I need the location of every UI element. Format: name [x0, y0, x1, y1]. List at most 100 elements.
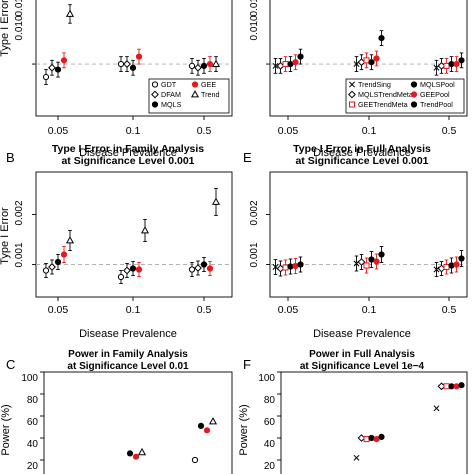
panel-e-ytick-0002: 0.002 — [249, 200, 260, 225]
panel-a-point — [129, 64, 137, 71]
panel-a-legend-marker — [191, 81, 199, 88]
panel-a-legend: GDT GEE DFAM Trend MQLS — [148, 78, 230, 114]
panel-e-title-line1: Type I Error in Full Analysis — [293, 143, 431, 155]
panel-b-xtick-1: 0.1 — [126, 304, 141, 316]
panel-a-frame — [35, 0, 233, 117]
panel-d-ytick-0010: 0.010 — [249, 15, 260, 40]
panel-d-legend-marker — [410, 91, 418, 98]
panel-a-point — [117, 60, 125, 68]
panel-e-point — [363, 262, 370, 269]
panel-f-letter: F — [243, 357, 251, 372]
panel-e-point — [368, 256, 375, 263]
panel-b-xtick-2: 0.5 — [197, 304, 212, 316]
panel-e-point — [287, 263, 294, 270]
panel-b-xtick-0: 0.05 — [48, 304, 69, 316]
panel-e-plot — [266, 171, 468, 301]
panel-b-point — [129, 265, 137, 272]
panel-c: C Power in Family Analysis at Significan… — [0, 349, 189, 472]
panel-f-title-line2: at Significance Level 1e−4 — [300, 361, 425, 372]
panel-a-xtick-2: 0.5 — [197, 125, 212, 137]
panel-e-point — [357, 258, 366, 266]
panel-a-point — [42, 73, 50, 81]
panel-c-frame — [43, 371, 233, 474]
panel-f-point — [368, 434, 375, 442]
panel-a-legend-marker — [151, 90, 159, 99]
panel-d-point — [282, 61, 289, 68]
panel-a-legend-label: GEE — [201, 80, 216, 89]
panel-b-plot — [32, 171, 233, 301]
panel-a-ytick-0010: 0.010 — [14, 15, 25, 40]
chart-marks — [32, 0, 468, 474]
panel-f-frame — [280, 371, 468, 474]
panel-d-x-label: Disease Prevalence — [313, 147, 411, 159]
panel-a-xtick-1: 0.1 — [126, 125, 141, 137]
panel-a-x-label: Disease Prevalence — [79, 147, 177, 159]
panel-b: B Type I Error in Family Analysis at Sig… — [0, 143, 211, 340]
panel-d-point — [453, 60, 460, 68]
panel-f-title-line1: Power in Full Analysis — [309, 349, 415, 360]
panel-e-xtick-1: 0.1 — [362, 304, 377, 316]
panel-d-legend-label: GEEPool — [420, 90, 450, 99]
panel-c-ytick-100: 100 — [21, 373, 38, 384]
panel-d-ytick-0015: 0.015 — [249, 0, 260, 17]
panel-f-point — [458, 382, 465, 389]
panel-a-point — [188, 62, 196, 70]
panel-e-xtick-0: 0.05 — [278, 304, 299, 316]
panel-b-title-line1: Type I Error in Family Analysis — [52, 143, 204, 155]
panel-d-point — [368, 59, 375, 66]
panel-f-point — [378, 433, 385, 440]
panel-e-point — [443, 264, 450, 270]
panel-a-ytick-0015: 0.015 — [14, 0, 25, 17]
panel-e-point — [292, 262, 299, 270]
panel-c-ytick-60: 60 — [27, 417, 39, 428]
panel-e-letter: E — [243, 150, 252, 165]
panel-b-point — [211, 197, 221, 205]
panel-f-point — [448, 383, 455, 390]
panel-e-x-label: Disease Prevalence — [313, 328, 411, 340]
panel-d-xtick-1: 0.1 — [362, 125, 377, 137]
panel-d-point — [378, 34, 385, 42]
panel-a: 0.015 0.010 Type I Error 0.05 0.1 0.5 Di… — [0, 0, 230, 159]
panel-a-legend-label: MQLS — [161, 100, 182, 109]
panel-d-legend-label: GEETrendMeta — [358, 100, 408, 109]
panel-f-point — [373, 436, 380, 443]
panel-b-point — [194, 264, 202, 272]
panel-a-legend-marker — [151, 81, 159, 88]
panel-c-letter: C — [6, 357, 15, 372]
panel-a-point — [211, 59, 221, 67]
panel-d-point — [297, 53, 304, 60]
panel-d-point — [292, 59, 299, 66]
panel-c-point — [203, 427, 211, 434]
panel-c-point — [132, 453, 140, 460]
panel-a-point — [206, 60, 214, 68]
panel-d-point — [272, 62, 279, 69]
panel-b-title-line2: at Significance Level 0.001 — [61, 155, 194, 167]
panel-c-point — [191, 456, 199, 464]
panel-d-legend: TrendSing MQLSPool MQLSTrendMeta GEEPool GEE… — [345, 78, 465, 114]
panel-b-point — [65, 236, 75, 244]
panel-d-legend-label: TrendSing — [358, 80, 391, 89]
panel-c-ytick-80: 80 — [27, 395, 39, 406]
panel-f-ytick-20: 20 — [264, 461, 276, 472]
panel-e-point — [272, 264, 279, 270]
panel-f-point — [453, 383, 460, 390]
panel-f: F Power in Full Analysis at Significance… — [238, 349, 425, 472]
panel-d-plot — [266, 0, 468, 120]
panel-f-point — [433, 405, 440, 412]
panel-b-point — [123, 266, 131, 275]
panel-d-frame — [269, 0, 468, 117]
panel-a-point — [194, 63, 202, 72]
panel-c-point — [137, 447, 147, 456]
panel-b-point — [188, 266, 196, 273]
panel-d-legend-label: MQLSTrendMeta — [358, 90, 413, 99]
panel-e-point — [453, 261, 460, 268]
panel-a-point — [54, 66, 62, 73]
panel-e-point — [433, 266, 440, 273]
panel-b-x-label: Disease Prevalence — [79, 328, 177, 340]
panel-f-point — [443, 383, 450, 390]
panel-b-point — [48, 263, 56, 271]
panel-f-plot — [277, 371, 468, 474]
panel-f-point — [363, 436, 370, 443]
panel-b-point — [117, 273, 125, 281]
